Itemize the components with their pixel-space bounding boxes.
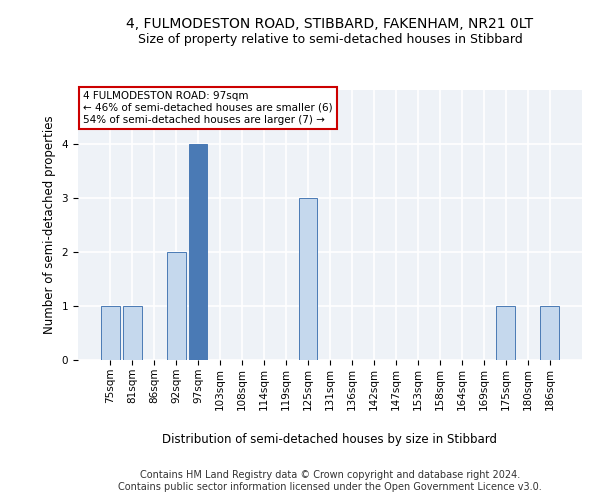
Bar xyxy=(167,252,185,360)
Text: 4, FULMODESTON ROAD, STIBBARD, FAKENHAM, NR21 0LT: 4, FULMODESTON ROAD, STIBBARD, FAKENHAM,… xyxy=(127,18,533,32)
Bar xyxy=(101,306,119,360)
Bar xyxy=(496,306,515,360)
Y-axis label: Number of semi-detached properties: Number of semi-detached properties xyxy=(43,116,56,334)
Bar xyxy=(189,144,208,360)
Text: Distribution of semi-detached houses by size in Stibbard: Distribution of semi-detached houses by … xyxy=(163,432,497,446)
Text: Contains public sector information licensed under the Open Government Licence v3: Contains public sector information licen… xyxy=(118,482,542,492)
Bar xyxy=(541,306,559,360)
Bar xyxy=(299,198,317,360)
Text: Size of property relative to semi-detached houses in Stibbard: Size of property relative to semi-detach… xyxy=(137,32,523,46)
Bar xyxy=(123,306,142,360)
Text: 4 FULMODESTON ROAD: 97sqm
← 46% of semi-detached houses are smaller (6)
54% of s: 4 FULMODESTON ROAD: 97sqm ← 46% of semi-… xyxy=(83,92,332,124)
Text: Contains HM Land Registry data © Crown copyright and database right 2024.: Contains HM Land Registry data © Crown c… xyxy=(140,470,520,480)
